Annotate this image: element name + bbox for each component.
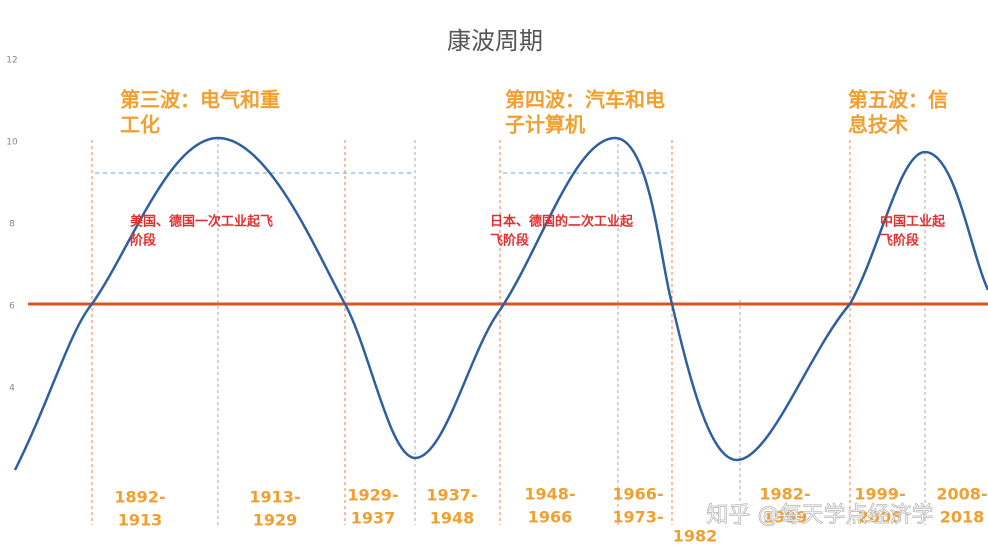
wave-note: 飞阶段	[490, 233, 529, 249]
period-label: 1937	[351, 509, 396, 528]
wave-note: 飞阶段	[880, 233, 919, 249]
wave-note: 日本、德国的二次工业起	[490, 214, 634, 230]
wave-title: 子计算机	[505, 113, 585, 137]
period-label: 1966	[528, 508, 573, 527]
period-label: 1973-	[612, 508, 663, 527]
period-label: 1999	[763, 508, 808, 527]
peak-guides	[217, 138, 926, 525]
period-label: 1913-	[249, 488, 300, 507]
period-label: 1937-	[426, 486, 477, 505]
wave-title: 第五波：信	[848, 88, 948, 112]
wave-title: 第三波：电气和重	[120, 88, 280, 112]
wave-note: 阶段	[130, 233, 156, 249]
period-label: 1929	[253, 511, 298, 530]
y-tick-label: 12	[6, 56, 17, 66]
wave-note: 美国、德国一次工业起飞	[130, 214, 273, 230]
period-label: 1892-	[114, 488, 165, 507]
guides	[91, 140, 851, 525]
wave-note: 中国工业起	[880, 214, 946, 230]
wave-title: 工化	[120, 113, 160, 137]
y-tick-label: 4	[9, 384, 15, 394]
y-tick-label: 6	[9, 302, 15, 312]
period-label: 1948-	[524, 485, 575, 504]
period-label: 1982	[673, 527, 718, 546]
wave-title: 息技术	[848, 113, 908, 137]
period-label: 1948	[430, 509, 475, 528]
period-label: 2018	[940, 508, 985, 527]
period-label: 2008-	[936, 485, 987, 504]
period-label: 1999-	[854, 485, 905, 504]
watermark: 知乎 @每天学点经济学	[707, 503, 934, 528]
period-label: 1929-	[347, 486, 398, 505]
y-tick-label: 10	[6, 138, 18, 148]
period-label: 1966-	[612, 485, 663, 504]
wave-title: 第四波：汽车和电	[505, 88, 665, 112]
y-tick-label: 8	[9, 220, 15, 230]
wave-curve	[13, 136, 988, 471]
period-label: 2008	[858, 508, 903, 527]
period-label: 1913	[118, 511, 163, 530]
period-label: 1982-	[759, 485, 810, 504]
title: 康波周期	[447, 27, 543, 55]
